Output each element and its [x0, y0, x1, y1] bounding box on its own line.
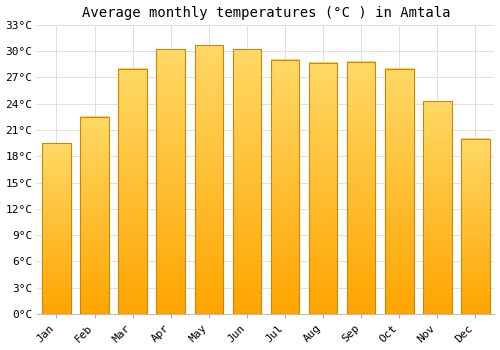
Bar — [347, 62, 376, 314]
Bar — [80, 117, 109, 314]
Bar — [423, 101, 452, 314]
Bar — [194, 45, 223, 314]
Bar — [42, 143, 70, 314]
Bar — [118, 69, 147, 314]
Title: Average monthly temperatures (°C ) in Amtala: Average monthly temperatures (°C ) in Am… — [82, 6, 450, 20]
Bar — [270, 60, 300, 314]
Bar — [232, 49, 261, 314]
Bar — [156, 49, 185, 314]
Bar — [461, 139, 490, 314]
Bar — [385, 69, 414, 314]
Bar — [309, 63, 338, 314]
